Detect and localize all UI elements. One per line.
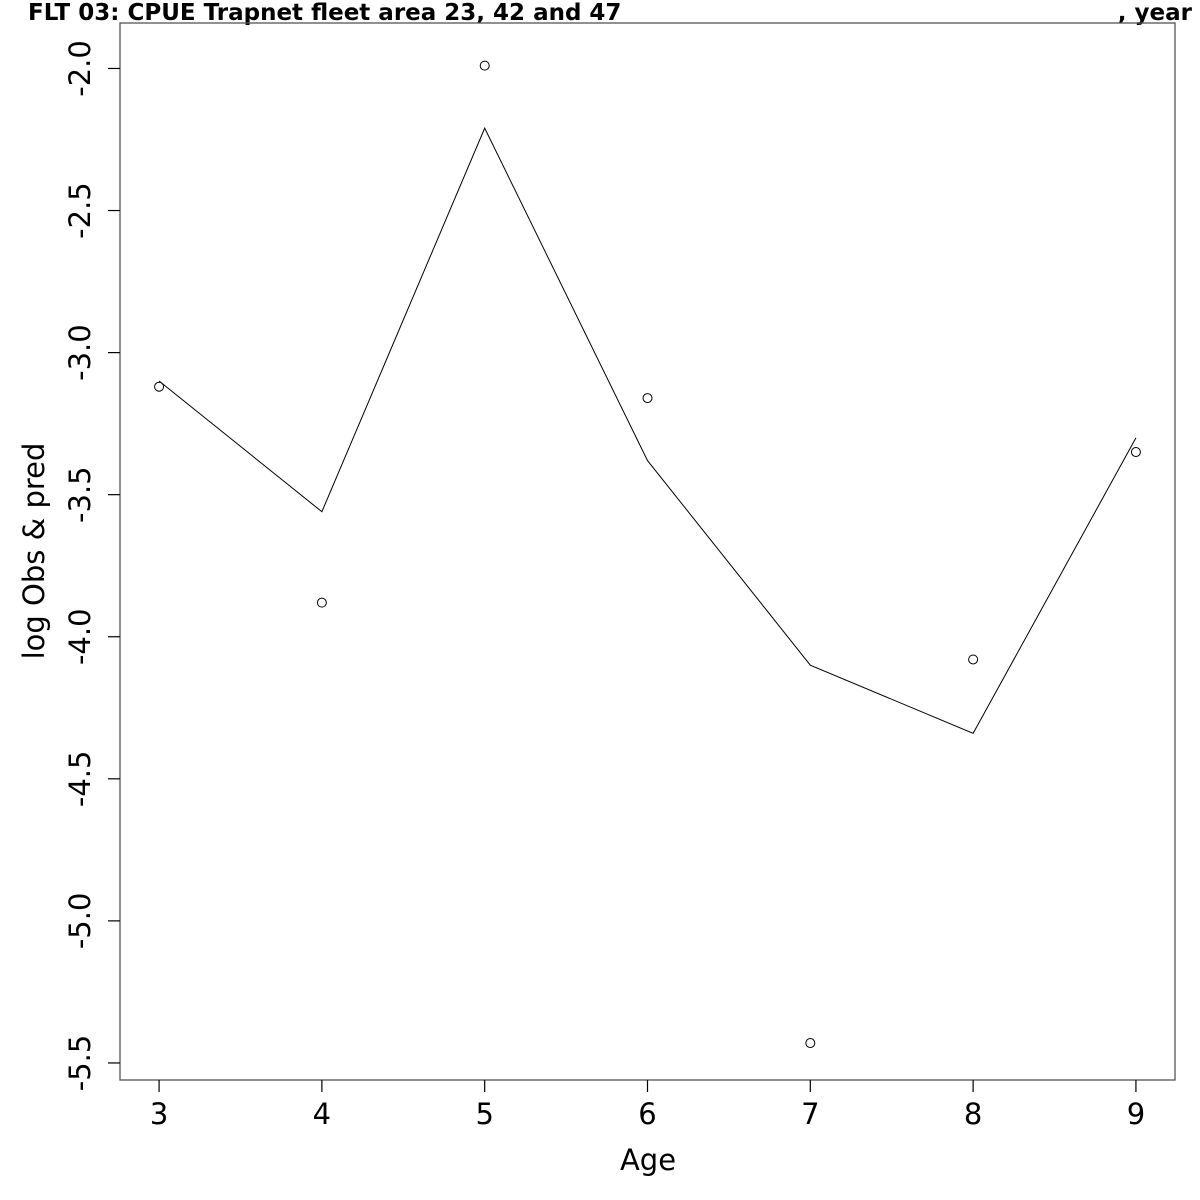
observed-point [805,1038,816,1049]
y-axis: -2.0 -2.5 -3.0 -3.5 -4.0 -4.5 -5.0 -5.5 [63,40,120,1091]
x-tick-label: 5 [475,1097,493,1131]
plot-frame [119,22,1176,1081]
x-tick-label: 9 [1127,1097,1145,1131]
y-tick-label: -4.0 [63,608,97,665]
observed-point [968,654,979,665]
observed-point [1130,447,1141,458]
observed-point [316,597,327,608]
x-tick-label: 7 [801,1097,819,1131]
x-axis-label: Age [620,1143,676,1177]
observed-point [154,381,165,392]
x-tick-label: 4 [313,1097,331,1131]
x-tick-label: 6 [638,1097,656,1131]
y-tick-label: -5.0 [63,893,97,950]
series-layer [154,60,1141,1049]
chart-title: FLT 03: CPUE Trapnet fleet area 23, 42 a… [28,0,621,26]
y-axis-label: log Obs & pred [17,443,51,660]
x-tick-label: 3 [150,1097,168,1131]
observed-point [642,393,653,404]
x-axis: 3 4 5 6 7 8 9 [150,1080,1145,1131]
y-tick-label: -5.5 [63,1035,97,1092]
y-tick-label: -2.0 [63,40,97,97]
observed-point [479,60,490,71]
y-tick-label: -3.5 [63,466,97,523]
predicted-line [158,126,1137,734]
y-tick-label: -4.5 [63,751,97,808]
x-tick-label: 8 [964,1097,982,1131]
y-tick-label: -2.5 [63,182,97,239]
chart-title-suffix: , year [1118,0,1193,26]
y-tick-label: -3.0 [63,324,97,381]
